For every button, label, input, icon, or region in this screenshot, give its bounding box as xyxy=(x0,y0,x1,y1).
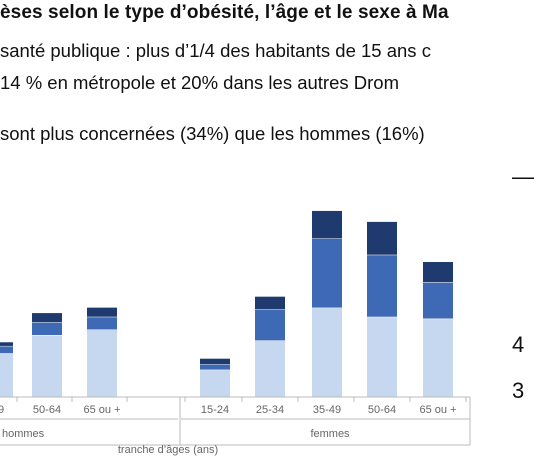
bar-femmes-15-24-series-3 xyxy=(200,358,230,365)
subtitle-line-2: 14 % en métropole et 20% dans les autres… xyxy=(0,72,399,93)
axis-ticks xyxy=(16,397,467,402)
bar-femmes-50-64-series-2 xyxy=(367,254,397,317)
bar-femmes-25-34-series-1 xyxy=(255,340,285,397)
bar-femmes-65-ou-+-series-1 xyxy=(423,318,453,397)
bar-hommes-35-49-series-3 xyxy=(0,342,13,346)
bar-hommes-35-49-series-2 xyxy=(0,345,13,354)
category-labels: 49 50-64 65 ou + 15-24 25-34 35-49 50-64 65 ou … xyxy=(0,404,457,416)
bar-femmes-35-49-series-1 xyxy=(312,307,342,397)
right-edge-panel: — 4 3 xyxy=(508,150,534,462)
x-tick-label-femmes-50-64: 50-64 xyxy=(368,404,396,416)
bar-femmes-25-34-series-2 xyxy=(255,309,285,341)
edge-mark-1: — xyxy=(512,164,534,189)
group-label-femmes: femmes xyxy=(310,428,350,440)
subtitle-line-1: santé publique : plus d’1/4 des habitant… xyxy=(0,40,431,61)
x-tick-label-femmes-25-34: 25-34 xyxy=(256,404,284,416)
bar-femmes-50-64-series-3 xyxy=(367,221,397,255)
bar-hommes-50-64-series-3 xyxy=(32,313,62,323)
x-tick-label-hommes-50-64: 50-64 xyxy=(33,404,61,416)
x-axis-label: tranche d’âges (ans) xyxy=(118,444,218,456)
x-tick-label-femmes-35-49: 35-49 xyxy=(313,404,341,416)
bar-femmes-25-34-series-3 xyxy=(255,296,285,310)
edge-mark-3: 3 xyxy=(512,378,525,403)
bar-femmes-35-49-series-3 xyxy=(312,210,342,239)
bar-hommes-50-64-series-1 xyxy=(32,334,62,397)
bar-hommes-65-ou-+-series-2 xyxy=(87,316,117,330)
bar-femmes-50-64-series-1 xyxy=(367,316,397,397)
bars-layer xyxy=(0,210,453,397)
bar-femmes-65-ou-+-series-2 xyxy=(423,282,453,319)
x-tick-label-femmes-15-24: 15-24 xyxy=(201,404,229,416)
bar-hommes-65-ou-+-series-1 xyxy=(87,329,117,397)
gender-note: sont plus concernées (34%) que les homme… xyxy=(0,123,425,144)
bar-hommes-50-64-series-2 xyxy=(32,322,62,335)
chart-title: èses selon le type d’obésité, l’âge et l… xyxy=(0,2,449,23)
bar-hommes-35-49-series-1 xyxy=(0,353,13,397)
bar-femmes-35-49-series-2 xyxy=(312,238,342,308)
edge-mark-2: 4 xyxy=(512,332,525,357)
bar-femmes-15-24-series-1 xyxy=(200,369,230,397)
group-label-hommes: hommes xyxy=(2,428,45,440)
x-tick-label-femmes-65-ou-+: 65 ou + xyxy=(419,404,456,416)
bar-femmes-15-24-series-2 xyxy=(200,364,230,370)
x-tick-label-hommes-35-49: 49 xyxy=(0,404,4,416)
bar-femmes-65-ou-+-series-3 xyxy=(423,262,453,283)
x-tick-label-hommes-65-ou-+: 65 ou + xyxy=(83,404,120,416)
stacked-bar-chart: 49 50-64 65 ou + 15-24 25-34 35-49 50-64 65 ou … xyxy=(0,210,471,456)
bar-hommes-65-ou-+-series-3 xyxy=(87,307,117,317)
